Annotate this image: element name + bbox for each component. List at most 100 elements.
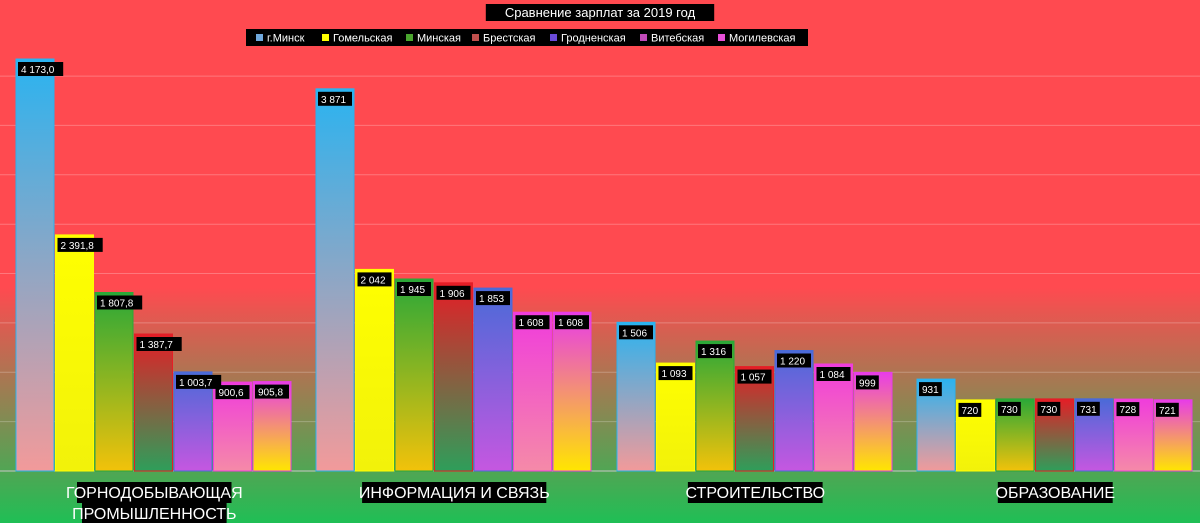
category-label-box xyxy=(82,503,227,523)
bar xyxy=(315,88,355,472)
data-label: 2 391,8 xyxy=(61,241,95,252)
data-label-box xyxy=(919,382,942,397)
data-label: 1 945 xyxy=(400,285,425,296)
data-label-box xyxy=(57,237,103,252)
data-label-box xyxy=(698,344,732,359)
data-label-box xyxy=(777,353,811,368)
data-label: 1 003,7 xyxy=(179,378,213,389)
data-label: 1 506 xyxy=(622,328,647,339)
data-label: 905,8 xyxy=(258,388,283,399)
category-label-box xyxy=(997,482,1113,503)
category-label-box xyxy=(362,482,547,503)
legend-label: Гомельская xyxy=(333,33,392,45)
legend-label: Брестская xyxy=(483,33,536,45)
bar xyxy=(552,311,592,472)
bar xyxy=(735,366,774,472)
data-label-box xyxy=(619,325,653,340)
legend-swatch xyxy=(640,34,647,41)
data-label: 1 387,7 xyxy=(140,340,174,351)
data-label: 720 xyxy=(962,406,979,417)
data-label: 730 xyxy=(1001,405,1018,416)
bar xyxy=(695,340,735,472)
data-label-box xyxy=(357,272,392,287)
data-label: 1 906 xyxy=(440,289,465,300)
data-label: 2 042 xyxy=(361,275,386,286)
legend-label: г.Минск xyxy=(267,33,305,45)
data-label: 1 057 xyxy=(741,373,766,384)
legend-label: Могилевская xyxy=(729,33,795,45)
data-label: 931 xyxy=(922,385,939,396)
bar xyxy=(55,234,94,472)
data-label: 1 608 xyxy=(519,318,544,329)
legend-item: Брестская xyxy=(472,33,536,45)
data-label-box xyxy=(18,62,64,76)
data-label: 1 853 xyxy=(479,294,504,305)
chart-title-box xyxy=(485,4,715,21)
legend-item: г.Минск xyxy=(256,33,305,45)
legend-item: Витебская xyxy=(640,33,704,45)
category-label-box xyxy=(77,482,232,503)
legend-swatch xyxy=(406,34,413,41)
data-label-box xyxy=(737,369,772,384)
bar xyxy=(616,321,656,472)
bar xyxy=(774,350,814,472)
data-label-box xyxy=(1116,402,1140,417)
legend-swatch xyxy=(718,34,725,41)
data-label-box xyxy=(515,315,550,330)
legend-item: Могилевская xyxy=(718,33,795,45)
bar xyxy=(15,58,55,472)
legend: г.Минск Гомельская Минская Брестская Гроднен… xyxy=(246,29,808,46)
category-labels: ГОРНОДОБЫВАЮЩАЯ ПРОМЫШЛЕННОСТЬ ИНФОРМАЦИЯ … xyxy=(66,482,1115,523)
data-label: 721 xyxy=(1159,406,1176,417)
category-label: СТРОИТЕЛЬСТВО xyxy=(686,485,826,502)
data-label-box xyxy=(136,337,182,351)
data-label: 1 093 xyxy=(662,369,687,380)
legend-item: Гомельская xyxy=(322,33,392,45)
data-label-box xyxy=(215,385,250,400)
data-label-box xyxy=(436,285,471,300)
data-label-box xyxy=(1037,401,1061,416)
data-label-box xyxy=(255,384,289,399)
bar xyxy=(94,292,134,472)
data-label-box xyxy=(176,374,222,389)
data-label: 730 xyxy=(1041,405,1058,416)
data-labels: 4 173,0 2 391,8 1 807,8 1 387,7 1 003,7 900,6… xyxy=(18,62,1179,417)
legend-swatch xyxy=(550,34,557,41)
bar xyxy=(355,268,394,472)
bar xyxy=(814,363,853,472)
bar xyxy=(513,311,552,472)
legend-box xyxy=(246,29,808,46)
data-label-box xyxy=(816,367,851,381)
data-label: 1 807,8 xyxy=(100,299,134,310)
category-label: ГОРНОДОБЫВАЮЩАЯ xyxy=(66,485,243,502)
legend-swatch xyxy=(322,34,329,41)
bar xyxy=(394,278,434,472)
legend-label: Витебская xyxy=(651,33,704,45)
legend-label: Минская xyxy=(417,33,461,45)
category-label: ИНФОРМАЦИЯ И СВЯЗЬ xyxy=(359,485,550,502)
bar xyxy=(473,287,513,472)
category-label: ОБРАЗОВАНИЕ xyxy=(996,485,1116,502)
category-label: ПРОМЫШЛЕННОСТЬ xyxy=(72,506,236,523)
data-label: 731 xyxy=(1080,405,1097,416)
data-label: 4 173,0 xyxy=(21,65,55,76)
data-label: 999 xyxy=(859,378,876,389)
data-label-box xyxy=(658,366,693,381)
data-label: 1 316 xyxy=(701,347,726,358)
data-label: 3 871 xyxy=(321,95,346,106)
category-label-box xyxy=(687,482,823,503)
data-label: 1 084 xyxy=(820,370,845,381)
legend-swatch xyxy=(256,34,263,41)
data-label-box xyxy=(318,91,352,106)
bars xyxy=(15,58,1193,472)
data-label: 1 608 xyxy=(558,318,583,329)
data-label-box xyxy=(1156,402,1179,417)
legend-label: Гродненская xyxy=(561,33,626,45)
bar xyxy=(134,333,173,472)
data-label: 900,6 xyxy=(219,388,244,399)
legend-item: Гродненская xyxy=(550,33,626,45)
data-label-box xyxy=(958,402,982,417)
legend-swatch xyxy=(472,34,479,41)
